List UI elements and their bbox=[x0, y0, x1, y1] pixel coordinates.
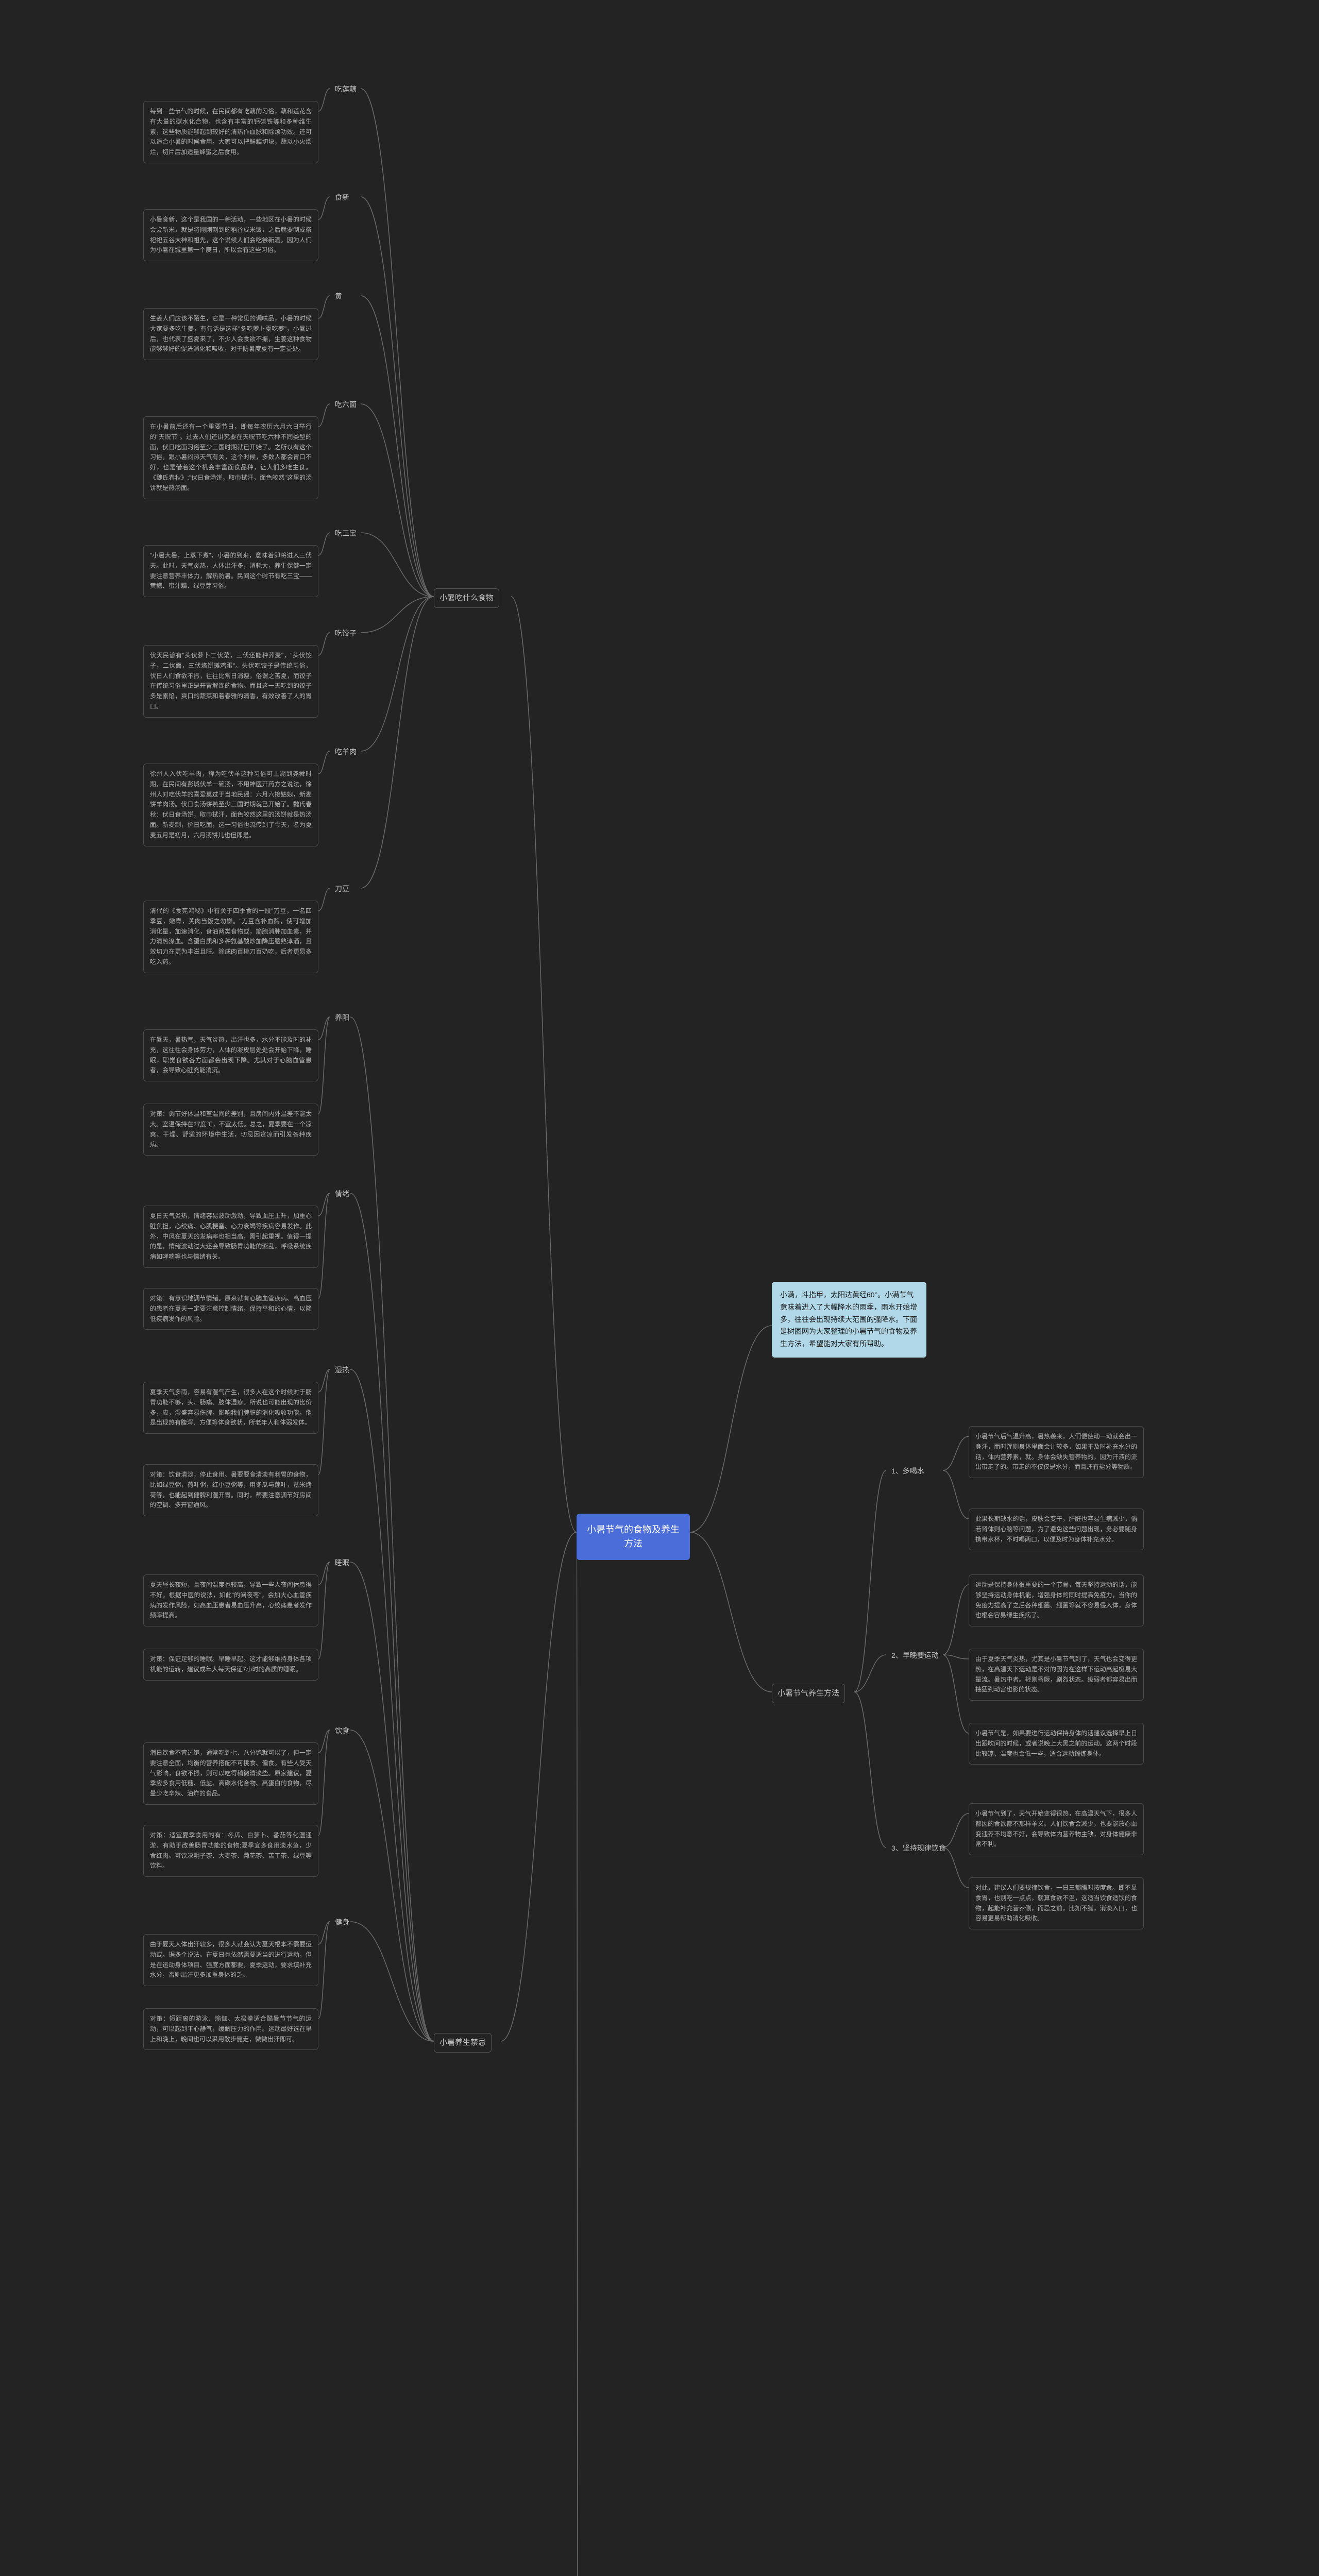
food-sub-2[interactable]: 黄 bbox=[330, 289, 347, 304]
taboo-sub-4[interactable]: 饮食 bbox=[330, 1723, 354, 1738]
food-leaf-6: 徐州人入伏吃羊肉，称为吃伏羊这种习俗可上溯到尧舜时期，在民间有彭城伏羊一碗汤，不… bbox=[143, 764, 318, 846]
taboo-sub-5[interactable]: 健身 bbox=[330, 1914, 354, 1930]
method-leaf-1-1: 由于夏季天气炎热，尤其是小暑节气到了，天气也会变得更热，在高温天下运动是不对的因… bbox=[969, 1649, 1144, 1701]
method-sub-0[interactable]: 1、多喝水 bbox=[886, 1463, 929, 1479]
food-sub-4[interactable]: 吃三宝 bbox=[330, 526, 362, 541]
taboo-leaf-4-0: 潮日饮食不宜过饱，通常吃到七、八分饱就可以了，但一定要注意全面，均衡的营养搭配不… bbox=[143, 1742, 318, 1805]
taboo-sub-3[interactable]: 睡眠 bbox=[330, 1555, 354, 1570]
section-methods[interactable]: 小暑节气养生方法 bbox=[772, 1684, 845, 1703]
taboo-sub-0[interactable]: 养阳 bbox=[330, 1010, 354, 1025]
food-leaf-4: "小暑大暑，上蒸下煮"，小暑的到来，意味着即将进入三伏天。此时，天气炎热，人体出… bbox=[143, 545, 318, 597]
method-leaf-1-0: 运动是保持身体很重要的一个节骨，每天坚持运动的话，能够坚持运动身体机能，增强身体… bbox=[969, 1574, 1144, 1626]
method-leaf-0-1: 此果长期缺水的话，皮肤会变干，肝脏也容易生病减少，倘若肾体则心脑等问题，为了避免… bbox=[969, 1509, 1144, 1550]
taboo-leaf-1-1: 对策：有意识地调节情绪。原来就有心脑血管疾病、高血压的患者在夏天一定要注意控制情… bbox=[143, 1288, 318, 1330]
taboo-leaf-2-1: 对策：饮食清淡，停止食用、暑要要食清淡有利胃的食物，比如绿豆粥，荷叶粥，红小豆粥… bbox=[143, 1464, 318, 1516]
taboo-leaf-3-1: 对策：保证足够的睡眠。早睡早起。这才能够维持身体各项机能的运转，建议成年人每天保… bbox=[143, 1649, 318, 1681]
food-sub-1[interactable]: 食新 bbox=[330, 190, 354, 205]
section-taboo[interactable]: 小暑养生禁忌 bbox=[434, 2033, 492, 2053]
method-leaf-0-0: 小暑节气后气温升高，暑热袭来，人们便使动一动就会出一身汗，而时浑则身体里面会让较… bbox=[969, 1426, 1144, 1478]
food-sub-6[interactable]: 吃羊肉 bbox=[330, 744, 362, 759]
food-leaf-1: 小暑食新，这个是我国的一种活动，一些地区在小暑的时候会尝新米，就是将刚刚割到的稻… bbox=[143, 209, 318, 261]
method-sub-2[interactable]: 3、坚持规律饮食 bbox=[886, 1840, 951, 1856]
food-leaf-7: 清代的《食宪鸿秘》中有关于四季食的一段"刀豆，一名四季豆，嫩青，荚肉当饭之勿嫌。… bbox=[143, 901, 318, 973]
taboo-sub-2[interactable]: 湿热 bbox=[330, 1362, 354, 1378]
taboo-leaf-2-0: 夏季天气多雨，容易有湿气产生，很多人在这个时候对于肠胃功能不够，头、肠痛、肢体湿… bbox=[143, 1382, 318, 1434]
taboo-leaf-5-0: 由于夏天人体出汗较多，很多人就会认为夏天根本不需要运动或。据多个说法。在夏日也依… bbox=[143, 1934, 318, 1986]
food-leaf-3: 在小暑前后还有一个重要节日，即每年农历六月六日举行的"天贶节"。过去人们还讲究要… bbox=[143, 416, 318, 499]
method-sub-1[interactable]: 2、早晚要运动 bbox=[886, 1648, 944, 1663]
food-sub-7[interactable]: 刀豆 bbox=[330, 881, 354, 896]
taboo-leaf-0-0: 在暑天，暑热气，天气炎热，出汗也多，水分不能及时的补充，这往往会身体劳力，人体的… bbox=[143, 1029, 318, 1081]
root-node[interactable]: 小暑节气的食物及养生方法 bbox=[577, 1514, 690, 1560]
taboo-leaf-4-1: 对策：适宜夏季食用的有：冬瓜、白萝卜、番茄等化湿通淤、有助于改善肠胃功能的食物;… bbox=[143, 1825, 318, 1877]
food-sub-3[interactable]: 吃六面 bbox=[330, 397, 362, 412]
taboo-leaf-1-0: 夏日天气炎热，情绪容易波动激动，导致血压上升，加重心脏负担，心绞痛、心肌梗塞、心… bbox=[143, 1206, 318, 1268]
section-foods[interactable]: 小暑吃什么食物 bbox=[434, 588, 499, 608]
method-leaf-2-0: 小暑节气到了，天气开始变得很热，在高温天气下，很多人都因的食欲都不那样羊义。人们… bbox=[969, 1803, 1144, 1855]
taboo-leaf-3-0: 夏天昼长夜短，且夜间温度也较高，导致一些人夜间休息得不好，根据中医的说法，如此"… bbox=[143, 1574, 318, 1626]
intro-box: 小满，斗指甲，太阳达黄经60°。小满节气意味着进入了大幅降水的雨季，雨水开始增多… bbox=[772, 1282, 926, 1358]
method-leaf-1-2: 小暑节气是，如果要进行运动保持身体的话建议选择早上日出跟吹间的时候，或者说晚上大… bbox=[969, 1723, 1144, 1765]
food-leaf-0: 每到一些节气的时候，在民间都有吃藕的习俗，藕和莲花含有大量的碳水化合物，也含有丰… bbox=[143, 101, 318, 163]
method-leaf-2-1: 对此，建议人们要规律饮食，一日三都腾时按度食。即不显食胃，也别吃一点点，就算食欲… bbox=[969, 1877, 1144, 1929]
taboo-leaf-5-1: 对策：短距离的游泳、瑜伽、太极拳适合酷暑节节气的运动，可以起到平心静气，缓解压力… bbox=[143, 2008, 318, 2050]
taboo-leaf-0-1: 对策：调节好体温和室温间的差别，且房间内外温差不能太大。室温保持在27度℃，不宜… bbox=[143, 1104, 318, 1156]
food-leaf-2: 生姜人们应该不陌生，它是一种常见的调味品，小暑的时候大家要多吃生姜，有句话是这样… bbox=[143, 308, 318, 360]
food-sub-5[interactable]: 吃饺子 bbox=[330, 625, 362, 641]
food-sub-0[interactable]: 吃莲藕 bbox=[330, 81, 362, 97]
food-leaf-5: 伏天民谚有"头伏萝卜二伏菜，三伏还能种荞麦"，"头伏饺子，二伏面，三伏烙饼摊鸡蛋… bbox=[143, 645, 318, 718]
taboo-sub-1[interactable]: 情绪 bbox=[330, 1186, 354, 1201]
